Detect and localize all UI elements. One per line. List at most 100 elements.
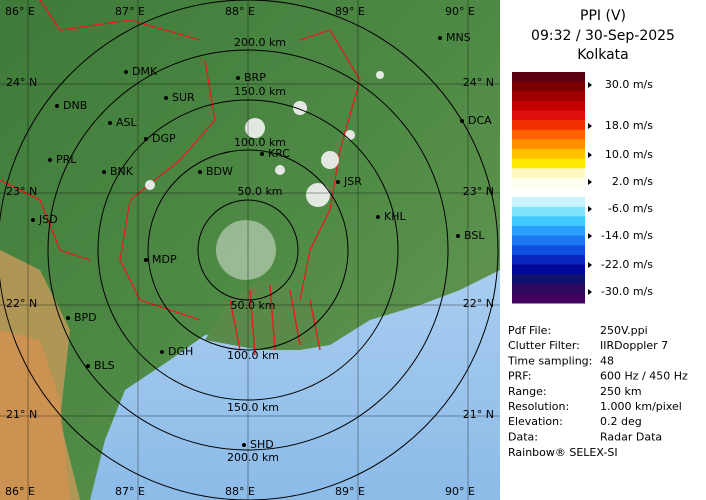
city-dot — [55, 104, 59, 108]
color-band — [512, 168, 585, 179]
color-band — [512, 81, 585, 92]
city-dot — [460, 119, 464, 123]
range-ring — [47, 49, 449, 451]
legend-label: 2.0 m/s — [612, 175, 653, 188]
color-band — [512, 283, 585, 294]
info-value: IIRDoppler 7 — [600, 339, 668, 352]
latitude-label: 22° N — [6, 297, 37, 310]
range-label: 50.0 km — [230, 299, 275, 312]
longitude-label: 88° E — [225, 5, 255, 18]
city-label: MNS — [446, 31, 471, 44]
city-label: BDW — [206, 165, 233, 178]
city-dot — [336, 180, 340, 184]
longitude-label: 86° E — [5, 5, 35, 18]
range-label: 50.0 km — [237, 185, 282, 198]
legend-label: 30.0 m/s — [605, 78, 653, 91]
highland — [0, 330, 70, 500]
color-band — [512, 187, 585, 198]
city-dot — [66, 316, 70, 320]
latitude-label: 23° N — [6, 185, 37, 198]
color-band — [512, 206, 585, 217]
color-bar — [512, 72, 585, 304]
color-band — [512, 197, 585, 208]
info-key: Elevation: — [508, 415, 563, 428]
range-ring — [97, 99, 399, 401]
latitude-label: 24° N — [6, 76, 37, 89]
range-ring — [147, 149, 349, 351]
longitude-label: 86° E — [5, 485, 35, 498]
legend-panel: PPI (V) 09:32 / 30-Sep-2025 Kolkata 30.0 m/… — [507, 8, 688, 459]
legend-label: -30.0 m/s — [601, 285, 653, 298]
longitude-label: 90° E — [445, 5, 475, 18]
city-label: DGH — [168, 345, 193, 358]
longitude-label: 89° E — [335, 485, 365, 498]
city-label: DMK — [132, 65, 158, 78]
latitude-label: 23° N — [463, 185, 494, 198]
tick-arrow — [588, 206, 592, 212]
city-dot — [48, 158, 52, 162]
tick-arrow — [588, 262, 592, 268]
city-dot — [86, 364, 90, 368]
title: PPI (V) — [580, 8, 626, 24]
tick-arrow — [588, 289, 592, 295]
city-dot — [236, 76, 240, 80]
info-value: 1.000 km/pixel — [600, 400, 682, 413]
city-label: BPD — [74, 311, 97, 324]
latitude-label: 24° N — [463, 76, 494, 89]
color-band — [512, 216, 585, 227]
tick-arrow — [588, 82, 592, 88]
city-dot — [144, 258, 148, 262]
info-key: Clutter Filter: — [508, 339, 580, 352]
city-label: DCA — [468, 114, 492, 127]
longitude-label: 88° E — [225, 485, 255, 498]
color-band — [512, 91, 585, 102]
color-band — [512, 110, 585, 121]
color-band — [512, 120, 585, 131]
range-ring — [197, 199, 299, 301]
city-label: DGP — [152, 132, 176, 145]
river — [229, 284, 321, 356]
city-label: BNK — [110, 165, 134, 178]
legend-label: -22.0 m/s — [601, 258, 653, 271]
station: Kolkata — [577, 47, 628, 63]
time: 09:32 / 30-Sep-2025 — [531, 28, 675, 44]
city-label: DNB — [63, 99, 87, 112]
latitude-label: 22° N — [463, 297, 494, 310]
city-label: BSL — [464, 229, 485, 242]
city-dot — [376, 215, 380, 219]
grid — [0, 0, 500, 500]
city-dot — [456, 234, 460, 238]
info-key: Pdf File: — [508, 324, 551, 337]
legend-label: 18.0 m/s — [605, 119, 653, 132]
city-dot — [260, 152, 264, 156]
legend-label: 10.0 m/s — [605, 148, 653, 161]
city-label: SUR — [172, 91, 195, 104]
longitude-label: 89° E — [335, 5, 365, 18]
map — [0, 0, 500, 500]
color-band — [512, 293, 585, 304]
color-band — [512, 149, 585, 160]
latitude-label: 21° N — [6, 408, 37, 421]
info-key: PRF: — [508, 370, 531, 383]
tick-arrow — [588, 123, 592, 129]
range-label: 200.0 km — [227, 451, 279, 464]
range-ring — [0, 0, 499, 500]
color-band — [512, 129, 585, 140]
range-label: 150.0 km — [234, 85, 286, 98]
info-key: Data: — [508, 430, 538, 443]
range-label: 200.0 km — [234, 36, 286, 49]
city-dot — [160, 350, 164, 354]
color-band — [512, 139, 585, 150]
color-band — [512, 235, 585, 246]
city-dot — [198, 170, 202, 174]
info-value: Radar Data — [600, 430, 662, 443]
longitude-label: 90° E — [445, 485, 475, 498]
city-label: KHL — [384, 210, 406, 223]
longitude-label: 87° E — [115, 485, 145, 498]
city-label: ASL — [116, 116, 138, 129]
color-band — [512, 264, 585, 275]
range-label: 150.0 km — [227, 401, 279, 414]
color-band — [512, 254, 585, 265]
